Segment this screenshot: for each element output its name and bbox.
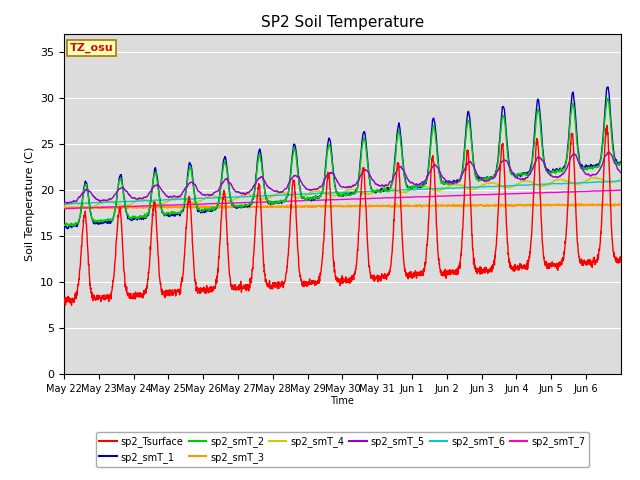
- Y-axis label: Soil Temperature (C): Soil Temperature (C): [24, 147, 35, 261]
- Legend: sp2_Tsurface, sp2_smT_1, sp2_smT_2, sp2_smT_3, sp2_smT_4, sp2_smT_5, sp2_smT_6, : sp2_Tsurface, sp2_smT_1, sp2_smT_2, sp2_…: [95, 432, 589, 467]
- Title: SP2 Soil Temperature: SP2 Soil Temperature: [260, 15, 424, 30]
- X-axis label: Time: Time: [330, 396, 355, 406]
- Text: TZ_osu: TZ_osu: [70, 43, 113, 53]
